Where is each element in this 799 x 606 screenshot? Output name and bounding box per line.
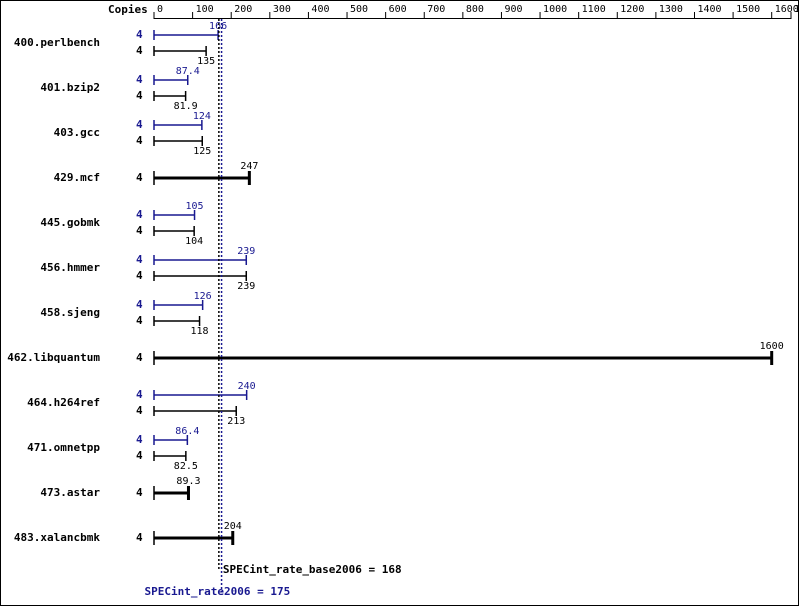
x-tick-label: 1200 <box>620 4 644 15</box>
copies-label: 4 <box>136 531 143 544</box>
copies-label: 4 <box>136 404 143 417</box>
x-tick-label: 1100 <box>582 4 606 15</box>
reference-label: SPECint_rate_base2006 = 168 <box>223 563 402 576</box>
value-label: 126 <box>194 291 212 302</box>
copies-label: 4 <box>136 314 143 327</box>
copies-label: 4 <box>136 388 143 401</box>
copies-label: 4 <box>136 134 143 147</box>
x-tick-label: 600 <box>389 4 407 15</box>
x-tick-label: 700 <box>427 4 445 15</box>
value-label: 124 <box>193 111 211 122</box>
copies-label: 4 <box>136 28 143 41</box>
category-label: 401.bzip2 <box>40 81 100 94</box>
copies-label: 4 <box>136 486 143 499</box>
reference-label: SPECint_rate2006 = 175 <box>145 585 291 598</box>
value-label: 89.3 <box>176 476 200 487</box>
value-label: 1600 <box>760 341 784 352</box>
category-label: 471.omnetpp <box>27 441 100 454</box>
value-label: 135 <box>197 56 215 67</box>
copies-label: 4 <box>136 298 143 311</box>
category-label: 464.h264ref <box>27 396 100 409</box>
copies-label: 4 <box>136 171 143 184</box>
copies-label: 4 <box>136 89 143 102</box>
value-label: 239 <box>237 246 255 257</box>
x-tick-label: 1650 <box>794 4 799 15</box>
x-tick-label: 1300 <box>659 4 683 15</box>
copies-label: 4 <box>136 351 143 364</box>
x-tick-label: 800 <box>466 4 484 15</box>
value-label: 166 <box>209 21 227 32</box>
category-label: 445.gobmk <box>40 216 100 229</box>
value-label: 125 <box>193 146 211 157</box>
category-label: 400.perlbench <box>14 36 100 49</box>
copies-label: 4 <box>136 269 143 282</box>
value-label: 239 <box>237 281 255 292</box>
category-label: 456.hmmer <box>40 261 100 274</box>
copies-label: 4 <box>136 44 143 57</box>
x-tick-label: 1600 <box>775 4 799 15</box>
value-label: 87.4 <box>176 66 200 77</box>
category-label: 462.libquantum <box>7 351 100 364</box>
x-tick-label: 1400 <box>697 4 721 15</box>
category-label: 473.astar <box>40 486 100 499</box>
value-label: 81.9 <box>174 101 198 112</box>
copies-label: 4 <box>136 224 143 237</box>
copies-label: 4 <box>136 449 143 462</box>
x-tick-label: 1500 <box>736 4 760 15</box>
value-label: 247 <box>240 161 258 172</box>
x-tick-label: 200 <box>234 4 252 15</box>
x-tick-label: 300 <box>273 4 291 15</box>
value-label: 118 <box>191 326 209 337</box>
value-label: 204 <box>224 521 242 532</box>
copies-label: 4 <box>136 118 143 131</box>
copies-label: 4 <box>136 73 143 86</box>
value-label: 82.5 <box>174 461 198 472</box>
copies-label: 4 <box>136 208 143 221</box>
value-label: 86.4 <box>175 426 199 437</box>
category-label: 403.gcc <box>54 126 100 139</box>
x-tick-label: 0 <box>157 4 163 15</box>
x-axis-label: Copies <box>108 3 148 16</box>
x-tick-label: 1000 <box>543 4 567 15</box>
category-label: 429.mcf <box>54 171 100 184</box>
value-label: 213 <box>227 416 245 427</box>
x-tick-label: 900 <box>504 4 522 15</box>
value-label: 105 <box>186 201 204 212</box>
value-label: 104 <box>185 236 203 247</box>
x-tick-label: 500 <box>350 4 368 15</box>
category-label: 458.sjeng <box>40 306 100 319</box>
copies-label: 4 <box>136 253 143 266</box>
category-label: 483.xalancbmk <box>14 531 100 544</box>
x-tick-label: 400 <box>311 4 329 15</box>
x-tick-label: 100 <box>196 4 214 15</box>
value-label: 240 <box>238 381 256 392</box>
copies-label: 4 <box>136 433 143 446</box>
